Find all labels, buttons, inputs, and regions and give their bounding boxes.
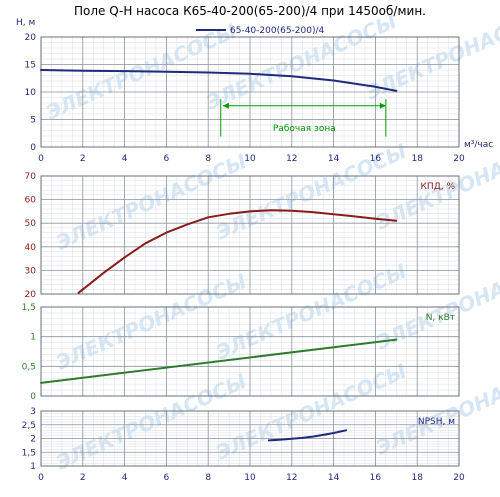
y-tick-label: 0,5 — [22, 362, 36, 372]
working-zone-arrowhead-left — [222, 102, 229, 109]
y-tick-label: 70 — [25, 172, 37, 182]
panel-power: 0 0,5 1 1,5 N, кВт — [22, 303, 460, 402]
plot-frame — [40, 175, 460, 295]
x-tick-label: 0 — [38, 473, 44, 483]
y-tick-label: 50 — [25, 219, 37, 229]
y-axis-label-head: Н, м — [16, 18, 35, 28]
y-tick-label: 10 — [25, 88, 37, 98]
working-zone-label: Рабочая зона — [273, 124, 336, 134]
x-tick-label: 8 — [205, 473, 211, 483]
series-line-npsh — [267, 429, 348, 442]
x-tick-label: 2 — [80, 154, 86, 164]
x-tick-label: 14 — [328, 154, 340, 164]
y-tick-label: 2 — [30, 435, 36, 445]
working-zone-arrowhead-right — [379, 102, 386, 109]
x-tick-label: 2 — [80, 473, 86, 483]
panel-efficiency: 20 30 40 50 60 70 КПД, % — [25, 172, 460, 300]
y-tick-label: 40 — [25, 243, 37, 253]
y-tick-label: 20 — [25, 290, 37, 300]
x-tick-label: 12 — [286, 473, 297, 483]
x-tick-label: 16 — [370, 473, 382, 483]
x-tick-label: 6 — [164, 154, 170, 164]
series-line-power — [40, 338, 398, 384]
y-tick-label: 1,5 — [22, 448, 36, 458]
y-tick-label: 1 — [30, 333, 36, 343]
series-line-head — [40, 69, 398, 92]
x-tick-label: 8 — [205, 154, 211, 164]
legend-label: 65-40-200(65-200)/4 — [230, 26, 325, 36]
plot-frame — [40, 410, 460, 467]
x-tick-label: 6 — [164, 473, 170, 483]
x-tick-label: 4 — [122, 473, 128, 483]
x-tick-label: 0 — [38, 154, 44, 164]
y-axis-label-efficiency: КПД, % — [421, 182, 456, 192]
y-tick-label: 0 — [30, 392, 36, 402]
plot-frame — [40, 306, 460, 397]
y-tick-label: 1 — [30, 462, 36, 472]
y-tick-label: 15 — [25, 61, 36, 71]
y-tick-label: 0 — [30, 143, 36, 153]
y-tick-label: 60 — [25, 196, 37, 206]
x-tick-label: 10 — [244, 154, 256, 164]
panel-npsh: 1 1,5 2 2,5 3 NPSH, м 0 2 4 6 8 10 12 14 16 18 20 — [22, 407, 465, 483]
x-tick-label: 12 — [286, 154, 297, 164]
y-axis-label-npsh: NPSH, м — [418, 417, 455, 427]
y-axis-label-power: N, кВт — [426, 313, 455, 323]
x-tick-label: 20 — [453, 473, 465, 483]
y-tick-label: 1,5 — [22, 303, 36, 313]
x-tick-label: 10 — [244, 473, 256, 483]
x-tick-label: 16 — [370, 154, 382, 164]
y-tick-label: 30 — [25, 266, 37, 276]
series-line-efficiency — [77, 209, 398, 294]
x-tick-label: 4 — [122, 154, 128, 164]
y-tick-label: 3 — [30, 407, 36, 417]
plot-frame — [40, 36, 460, 148]
x-axis-label: м³/час — [464, 140, 493, 150]
y-tick-label: 20 — [25, 33, 37, 43]
y-tick-label: 5 — [30, 116, 36, 126]
chart-title: Поле Q-H насоса К65-40-200(65-200)/4 при… — [74, 4, 426, 18]
y-tick-label: 2,5 — [22, 421, 36, 431]
x-tick-label: 18 — [411, 473, 423, 483]
x-tick-label: 20 — [453, 154, 465, 164]
x-tick-label: 14 — [328, 473, 340, 483]
x-tick-label: 18 — [411, 154, 423, 164]
